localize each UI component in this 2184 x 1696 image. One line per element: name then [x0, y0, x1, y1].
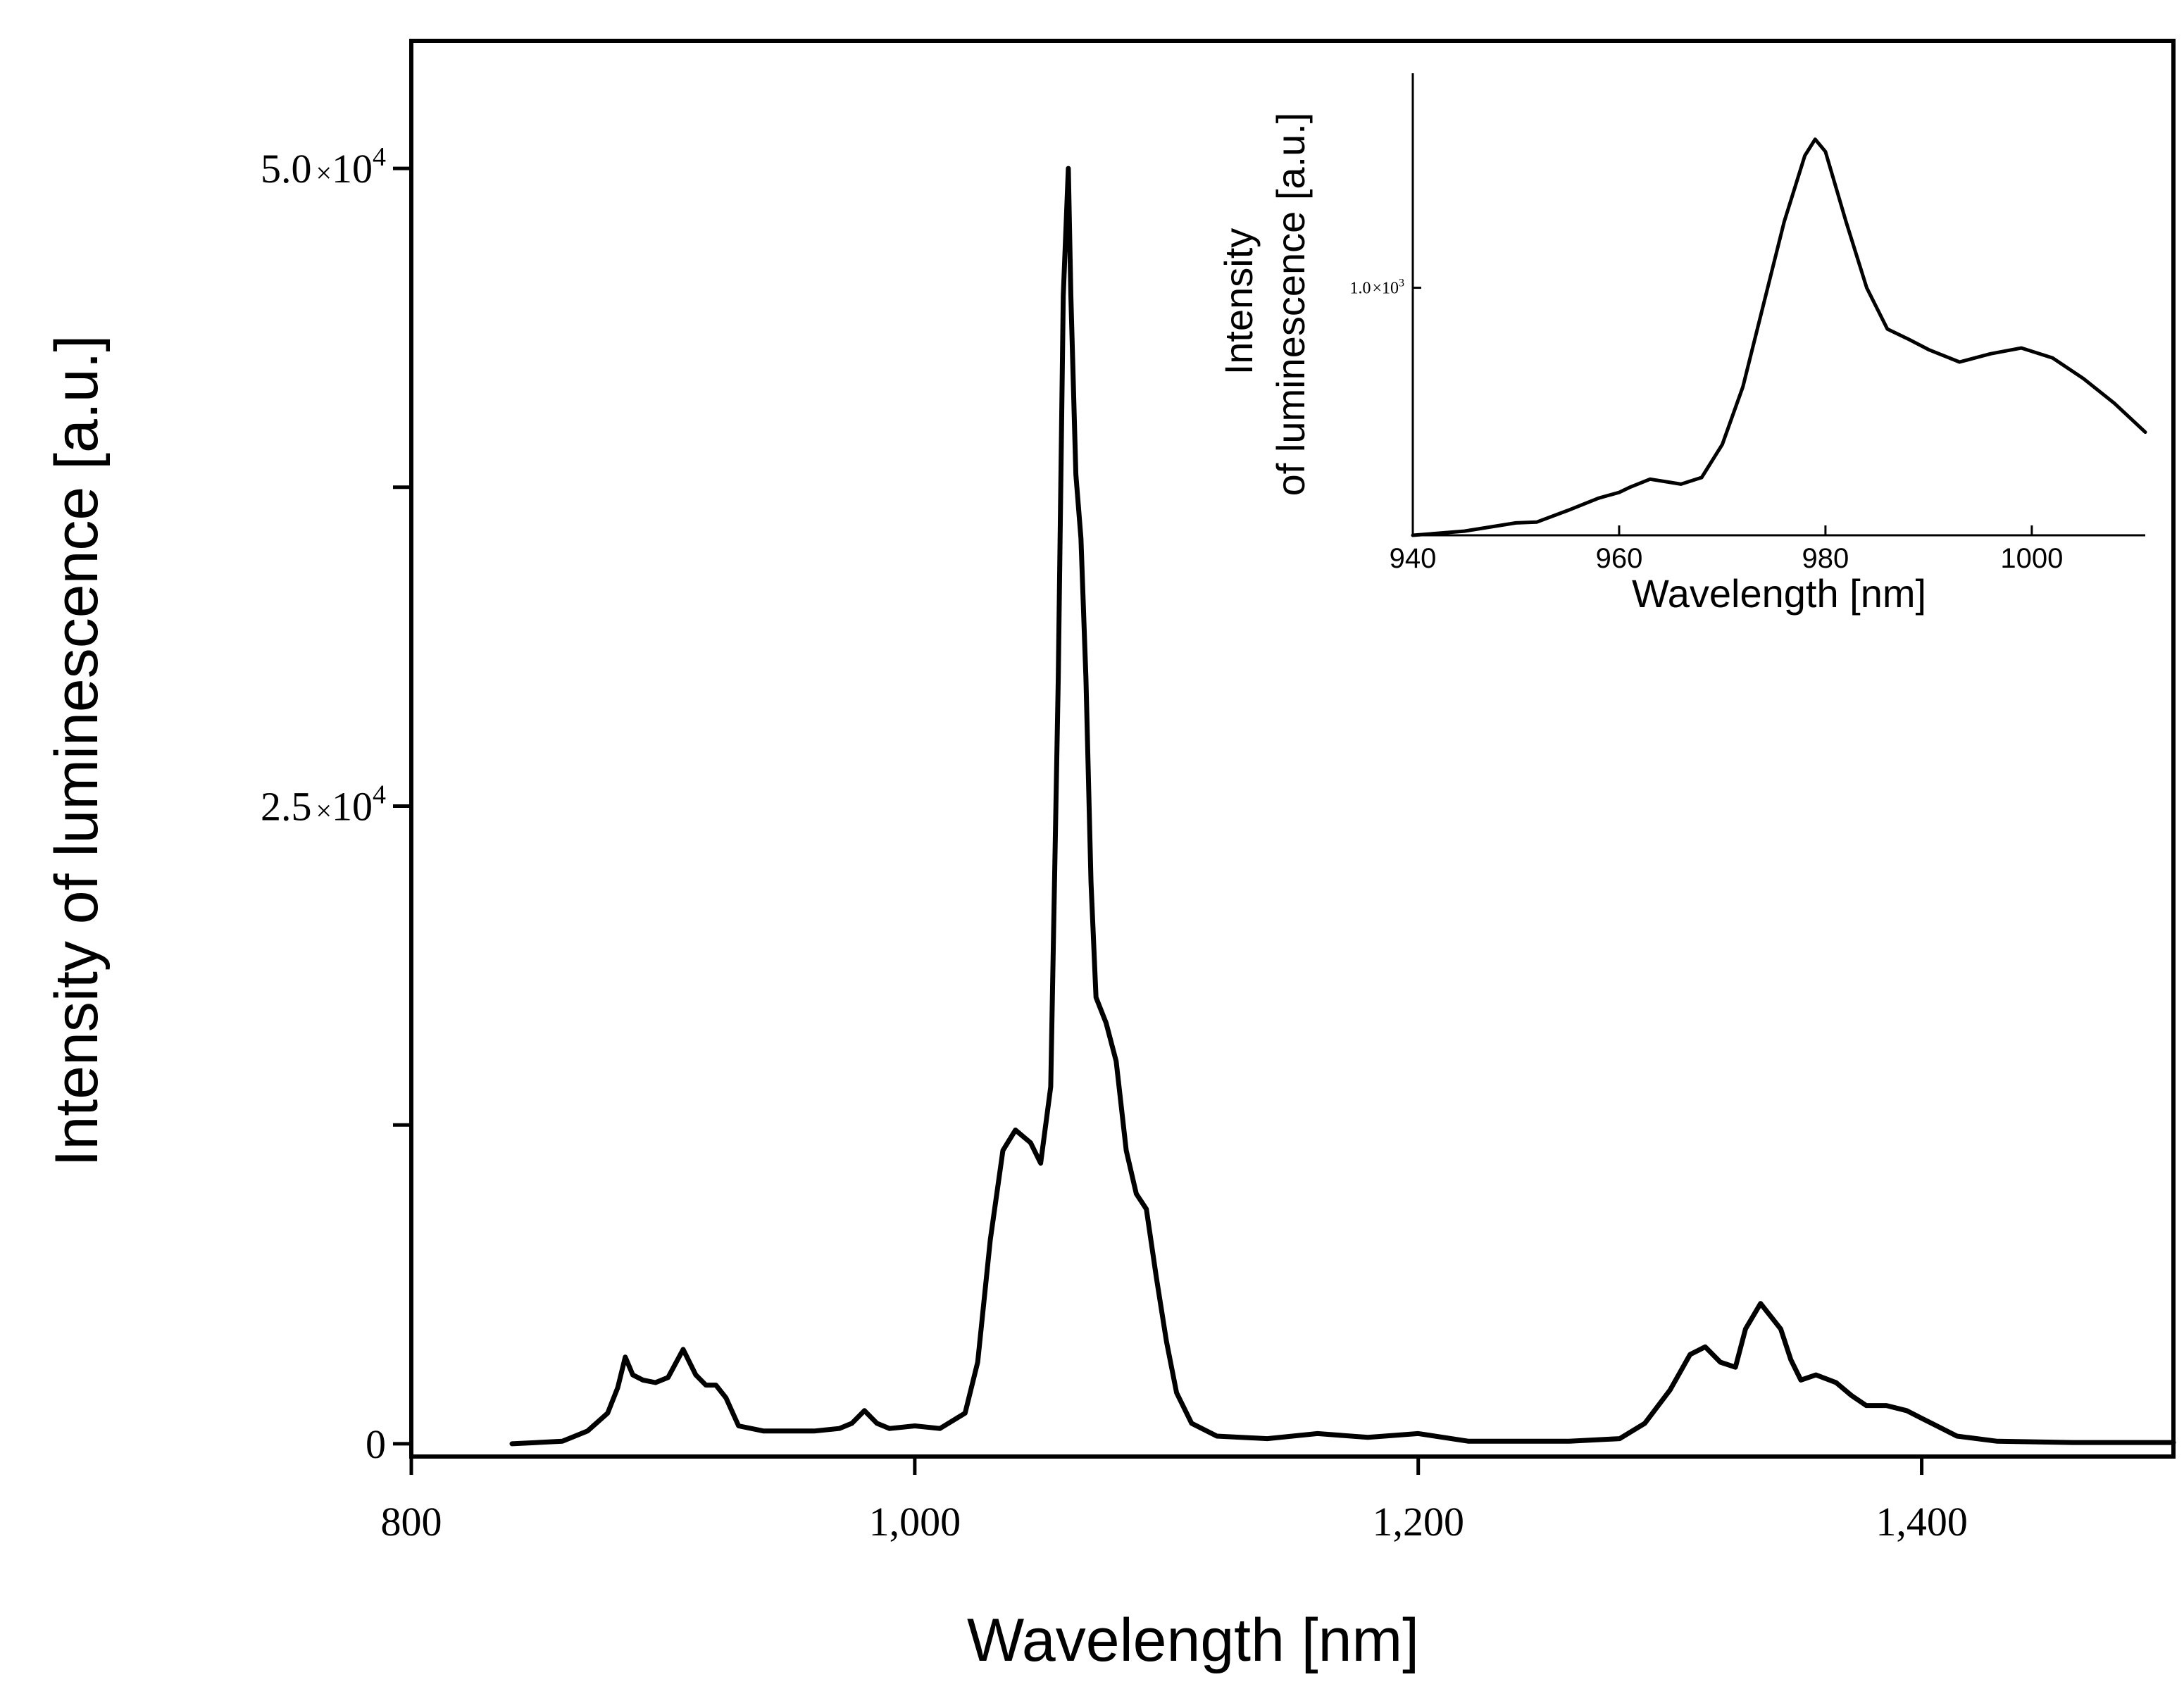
inset-y-tick-label-0-times: × [1372, 280, 1382, 298]
main-y-tick-label-1-base: 10 [332, 783, 373, 829]
main-plot-frame [409, 39, 2176, 1459]
inset-y-tick-label-0-exponent: 3 [1399, 278, 1404, 289]
main-y-tick-label-2-base: 10 [332, 146, 373, 192]
main-y-tick-label-2: 5.0 ×104 [261, 142, 386, 192]
inset-y-tick-label-0-mantissa: 1.0 [1349, 280, 1371, 298]
inset-x-tick-label-0: 940 [1390, 543, 1437, 574]
inset-x-tick-label-3: 1000 [2000, 543, 2063, 574]
main-x-ticks: 800 1,000 1,200 1,400 [381, 1457, 1968, 1545]
main-x-tick-label-1: 1,000 [869, 1499, 961, 1545]
main-y-tick-label-2-mantissa: 5.0 [261, 146, 312, 192]
main-x-tick-label-3: 1,400 [1876, 1499, 1968, 1545]
inset-spectrum-line [1411, 137, 2147, 537]
inset-x-tick-label-1: 960 [1596, 543, 1643, 574]
main-x-tick-label-2: 1,200 [1372, 1499, 1464, 1545]
inset-y-tick-label-0-base: 10 [1382, 280, 1399, 298]
inset-x-tick-label-2: 980 [1802, 543, 1849, 574]
main-y-tick-label-1: 2.5 ×104 [261, 780, 386, 829]
main-y-tick-label-2-times: × [316, 157, 332, 189]
inset-x-axis-title: Wavelength [nm] [1632, 571, 1926, 616]
main-x-axis-title: Wavelength [nm] [967, 1607, 1419, 1674]
inset-y-axis-title-line1: Intensity [1216, 228, 1261, 375]
inset-y-ticks: 1.0×103 [1349, 278, 1421, 298]
main-y-tick-label-0-mantissa: 0 [366, 1421, 386, 1467]
main-y-tick-label-1-times: × [316, 794, 332, 826]
inset-y-axis-title-line2: of luminescence [a.u.] [1268, 113, 1313, 497]
main-spectrum-line [509, 166, 2176, 1447]
main-y-tick-label-2-exponent: 4 [373, 142, 386, 172]
main-y-axis-title: Intensity of luminescence [a.u.] [43, 335, 111, 1167]
inset-y-tick-label-0: 1.0×103 [1349, 278, 1404, 298]
inset-plot: 940 960 980 1000 1.0×103 Wavelength [nm] In… [1216, 73, 2147, 616]
inset-x-ticks: 940 960 980 1000 [1390, 525, 2063, 574]
main-x-tick-label-0: 800 [381, 1499, 442, 1545]
main-y-tick-label-0: 0 [366, 1421, 386, 1467]
main-y-tick-label-1-mantissa: 2.5 [261, 783, 312, 829]
main-y-tick-label-1-exponent: 4 [373, 780, 386, 809]
